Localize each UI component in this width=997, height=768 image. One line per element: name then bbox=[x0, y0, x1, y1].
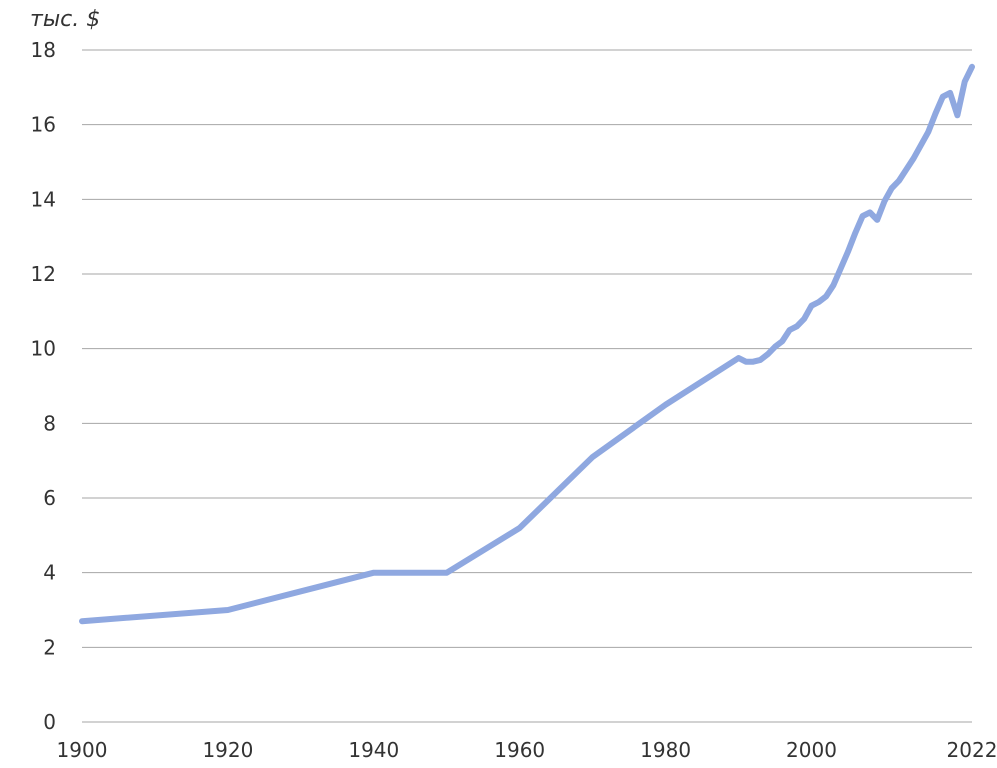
x-tick-label: 1960 bbox=[494, 738, 545, 762]
y-tick-label: 6 bbox=[43, 486, 56, 510]
x-axis-ticks: 1900 1920 1940 1960 1980 2000 2022 bbox=[57, 738, 997, 762]
x-tick-label: 1940 bbox=[348, 738, 399, 762]
series-line bbox=[79, 63, 975, 625]
x-tick-label: 1980 bbox=[640, 738, 691, 762]
y-tick-label: 18 bbox=[31, 38, 56, 62]
gridlines bbox=[82, 49, 972, 723]
y-axis-unit-label: тыс. $ bbox=[30, 7, 100, 32]
x-tick-label: 1920 bbox=[202, 738, 253, 762]
x-tick-label: 2000 bbox=[786, 738, 837, 762]
y-tick-label: 2 bbox=[43, 635, 56, 659]
y-tick-label: 16 bbox=[31, 113, 56, 137]
y-tick-label: 12 bbox=[31, 262, 56, 286]
x-tick-label: 2022 bbox=[947, 738, 997, 762]
y-tick-label: 8 bbox=[43, 411, 56, 435]
y-tick-label: 10 bbox=[31, 337, 56, 361]
y-tick-label: 0 bbox=[43, 710, 56, 734]
y-tick-label: 14 bbox=[31, 187, 56, 211]
y-tick-label: 4 bbox=[43, 561, 56, 585]
y-axis-ticks: 0 2 4 6 8 10 12 14 16 18 bbox=[31, 38, 56, 734]
x-tick-label: 1900 bbox=[57, 738, 108, 762]
